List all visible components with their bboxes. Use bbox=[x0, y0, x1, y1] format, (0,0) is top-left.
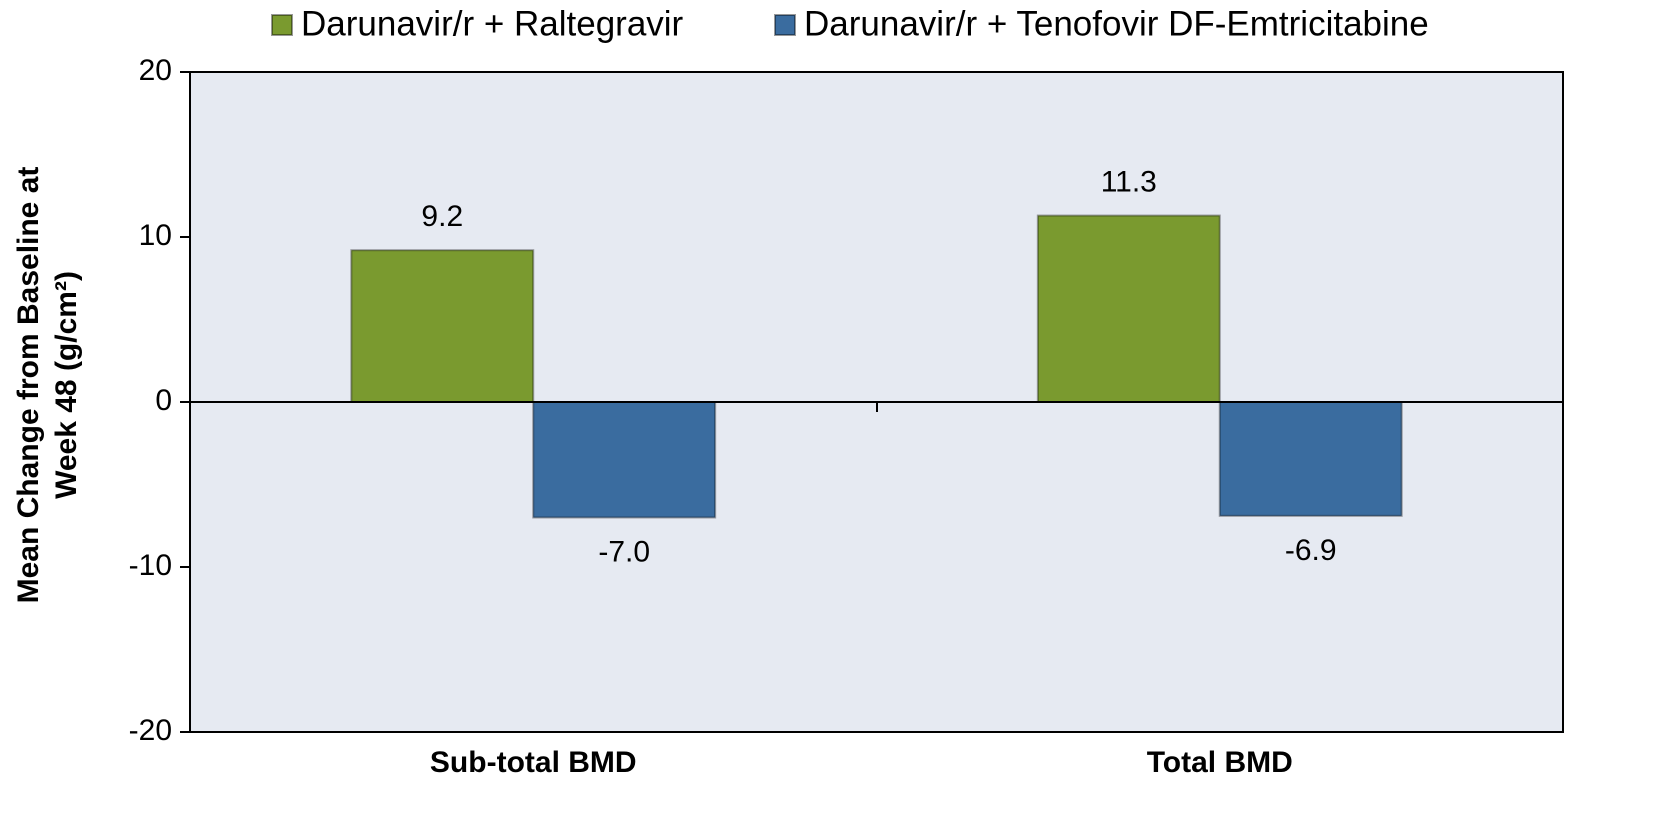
y-tick-label: -10 bbox=[129, 549, 172, 582]
x-tick-label: Sub-total BMD bbox=[430, 746, 637, 779]
y-tick-label: -20 bbox=[129, 714, 172, 747]
value-label: -7.0 bbox=[598, 535, 650, 568]
value-label: 11.3 bbox=[1101, 165, 1157, 198]
x-tick-label: Total BMD bbox=[1147, 746, 1293, 779]
bar bbox=[532, 401, 717, 519]
y-tick-label: 20 bbox=[139, 54, 172, 87]
legend-swatch bbox=[271, 14, 293, 36]
legend-label: Darunavir/r + Tenofovir DF-Emtricitabine bbox=[804, 4, 1429, 43]
bar bbox=[1036, 214, 1221, 403]
legend-label: Darunavir/r + Raltegravir bbox=[301, 4, 684, 43]
bar bbox=[350, 249, 535, 403]
y-tick-label: 0 bbox=[155, 384, 172, 417]
y-axis-label-line: Week 48 (g/cm²) bbox=[50, 271, 83, 499]
bar bbox=[1218, 401, 1403, 517]
value-label: -6.9 bbox=[1285, 534, 1337, 567]
value-label: 9.2 bbox=[421, 200, 463, 233]
y-tick-label: 10 bbox=[139, 219, 172, 252]
y-axis-label: Mean Change from Baseline at Week 48 (g/… bbox=[12, 167, 83, 604]
legend-swatch bbox=[774, 14, 796, 36]
y-axis-label-line: Mean Change from Baseline at bbox=[12, 167, 45, 604]
